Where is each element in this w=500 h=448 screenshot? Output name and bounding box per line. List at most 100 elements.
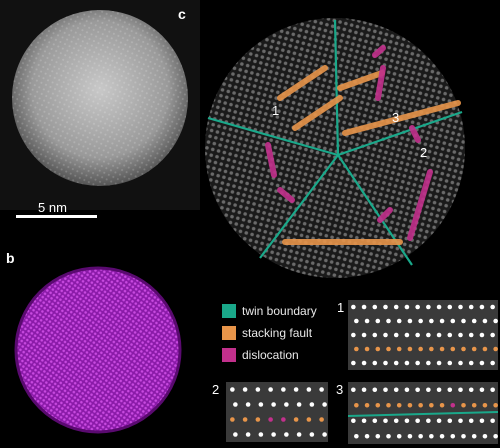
atom-column-dot [468, 418, 474, 424]
atom-column-dot [407, 433, 413, 439]
scale-bar-line [16, 215, 97, 218]
atom-column-dot [372, 304, 378, 310]
atom-column-dot [439, 318, 445, 324]
atom-column-dot [354, 402, 359, 408]
atom-column-dot [284, 402, 289, 407]
atom-column-dot [271, 402, 276, 407]
atom-column-dot [386, 402, 391, 408]
scale-bar-label: 5 nm [38, 200, 67, 215]
atom-column-dot [458, 418, 463, 424]
atom-column-dot [375, 402, 381, 408]
atom-column-dot [404, 332, 410, 338]
atom-column-dot [426, 360, 431, 366]
atom-column-dot [493, 402, 498, 408]
atom-column-dot [450, 346, 456, 352]
atom-column-dot [450, 318, 456, 324]
atom-column-dot [396, 346, 402, 352]
marker-2: 2 [420, 145, 428, 160]
atom-column-dot [458, 360, 463, 366]
legend-label-twin: twin boundary [242, 304, 317, 318]
inset-twin-boundary-line [348, 411, 498, 417]
atom-column-dot [490, 360, 495, 366]
atom-column-dot [372, 418, 378, 424]
atom-column-dot [361, 360, 367, 366]
atom-column-dot [450, 402, 456, 408]
atom-column-dot [351, 387, 356, 393]
atom-column-dot [375, 318, 381, 324]
panel-b-image [0, 250, 205, 448]
atom-column-dot [396, 402, 402, 408]
atom-column-dot [309, 432, 315, 437]
atom-column-dot [364, 346, 370, 352]
atom-column-dot [482, 346, 488, 352]
panel-c-image [200, 0, 500, 290]
atom-column-dot [439, 402, 445, 408]
atom-column-dot [372, 360, 378, 366]
atom-column-dot [386, 346, 391, 352]
atom-column-dot [482, 433, 488, 439]
dislocations [265, 45, 433, 241]
atom-column-dot [296, 402, 302, 407]
atom-column-dot [386, 433, 391, 439]
twin-boundaries [207, 19, 463, 266]
atom-column-dot [404, 387, 410, 393]
atom-column-dot [468, 387, 474, 393]
atom-column-dot [309, 402, 315, 407]
atom-column-dot [468, 304, 474, 310]
atom-column-dot [436, 304, 442, 310]
atom-column-dot [319, 387, 324, 392]
atom-column-dot [436, 360, 442, 366]
legend-swatch-fault [222, 326, 236, 340]
atom-column-dot [354, 318, 359, 324]
inset-1-label: 1 [337, 300, 345, 315]
inset-2-image [226, 382, 328, 442]
nanoparticle-hrtem [205, 18, 465, 278]
atom-column-dot [415, 387, 420, 393]
atom-column-dot [490, 418, 495, 424]
atom-column-dot [426, 387, 431, 393]
atom-column-dot [268, 417, 273, 422]
atom-column-dot [458, 304, 463, 310]
legend-label-dislocation: dislocation [242, 348, 299, 362]
atom-column-dot [351, 332, 356, 338]
atom-column-dot [429, 402, 434, 408]
atom-column-dot [447, 387, 453, 393]
atom-column-dot [436, 418, 442, 424]
atom-column-dot [372, 387, 378, 393]
atom-column-dot [242, 387, 248, 392]
atom-column-dot [426, 332, 431, 338]
atom-column-dot [364, 318, 370, 324]
atom-column-dot [439, 433, 445, 439]
legend-swatch-dislocation [222, 348, 236, 362]
atom-column-dot [306, 387, 312, 392]
atom-column-dot [415, 360, 420, 366]
atom-column-dot [293, 417, 299, 422]
atom-column-dot [268, 387, 273, 392]
atom-column-dot [479, 360, 485, 366]
atom-column-dot [458, 387, 463, 393]
atom-column-dot [375, 346, 381, 352]
atom-column-dot [245, 432, 251, 437]
atom-column-dot [447, 304, 453, 310]
atom-column-dot [415, 418, 420, 424]
atom-column-dot [404, 418, 410, 424]
atom-column-dot [364, 402, 370, 408]
atom-column-dot [393, 304, 399, 310]
atom-column-dot [361, 304, 367, 310]
atom-column-dot [418, 318, 423, 324]
atom-column-dot [383, 418, 388, 424]
atom-column-dot [245, 402, 251, 407]
panel-a-image [0, 0, 200, 210]
atom-column-dot [322, 402, 327, 407]
panel-c-letter: c [178, 6, 186, 22]
marker-1: 1 [272, 103, 280, 118]
legend-label-fault: stacking fault [242, 326, 313, 340]
atom-column-dot [447, 418, 453, 424]
atom-column-dot [404, 360, 410, 366]
legend: twin boundary stacking fault dislocation [222, 304, 332, 364]
atom-column-dot [479, 387, 485, 393]
atom-column-dot [354, 346, 359, 352]
atom-column-dot [361, 387, 367, 393]
atom-column-dot [383, 304, 388, 310]
atom-column-dot [258, 432, 264, 437]
